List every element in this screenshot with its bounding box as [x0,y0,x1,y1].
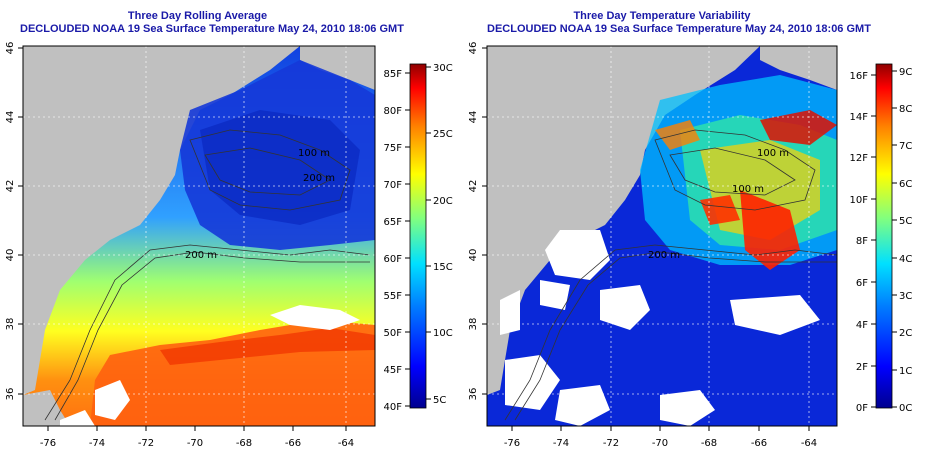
left-land [23,46,300,395]
right-contour-label-1: 100 m [757,148,789,159]
left-grid [23,46,375,426]
right-lon-tick: -66 [751,438,767,449]
right-cb-f-tick: 8F [856,236,868,247]
right-contour-label-2: 200 m [648,250,680,261]
left-lon-tick: -70 [187,438,203,449]
right-cb-c-tick: 2C [899,328,912,339]
left-lat-tick: 46 [5,42,16,55]
left-cb-f-tick: 60F [384,254,403,265]
right-title-line2: DECLOUDED NOAA 19 Sea Surface Temperatur… [487,23,871,35]
left-lon-tick: -64 [338,438,354,449]
left-cb-f-tick: 50F [384,328,403,339]
left-lat-tick: 36 [5,388,16,401]
left-map-frame [22,45,376,427]
right-grid [487,46,837,426]
left-land-northeast [300,46,375,90]
left-cb-c-tick: 15C [433,262,453,273]
left-cb-f-tick: 80F [384,106,403,117]
right-cb-c-tick: 9C [899,67,912,78]
left-cb-c-tick: 10C [433,328,453,339]
left-contour-label-2: 200 m [185,250,217,261]
right-lat-tick: 38 [468,318,479,331]
left-cb-f-tick: 70F [384,180,403,191]
right-cb-c-tick: 6C [899,179,912,190]
left-lat-tick: 40 [5,249,16,262]
left-cb-c-tick: 20C [433,196,453,207]
right-map-frame [486,45,838,427]
right-cb-f-tick: 6F [856,278,868,289]
left-lon-tick: -66 [285,438,301,449]
left-cb-f-tick: 85F [384,69,403,80]
left-lat-tick: 38 [5,318,16,331]
left-land-south [23,390,70,426]
left-cb-c-tick: 5C [433,395,446,406]
right-cb-f-tick: 10F [850,195,869,206]
right-cb-f-tick: 16F [850,71,869,82]
right-contours [504,129,837,421]
left-cb-f-tick: 65F [384,217,403,228]
left-cb-f-tick: 45F [384,365,403,376]
right-lat-tick: 36 [468,388,479,401]
right-lon-tick: -72 [603,438,619,449]
right-cb-c-tick: 1C [899,366,912,377]
left-cb-f-tick: 40F [384,402,403,413]
right-title-line1: Three Day Temperature Variability [573,10,751,22]
right-cb-f-tick: 4F [856,320,868,331]
right-lat-tick: 46 [468,42,479,55]
left-cb-c-tick: 25C [433,129,453,140]
left-contours [44,129,371,421]
left-lon-tick: -72 [138,438,154,449]
left-lat-axis: 46 44 42 40 38 36 [5,42,23,401]
right-lon-axis: -76 -74 -72 -70 -68 -66 -64 [504,426,817,449]
right-cb-f-tick: 2F [856,362,868,373]
right-land [487,46,760,395]
left-contour-label-1: 100 m [298,148,330,159]
right-lat-axis: 46 44 42 40 38 36 [468,42,487,401]
left-cb-c-tick: 30C [433,63,453,74]
left-title-line2: DECLOUDED NOAA 19 Sea Surface Temperatur… [20,23,404,35]
right-cb-f-tick: 14F [850,112,869,123]
left-lat-tick: 44 [5,111,16,124]
left-title-line1: Three Day Rolling Average [127,10,268,22]
right-land-northeast [760,46,837,90]
right-cb-c-tick: 4C [899,254,912,265]
right-lon-tick: -74 [553,438,569,449]
right-cb-f-tick: 12F [850,153,869,164]
right-lon-tick: -64 [801,438,817,449]
left-map [23,46,375,426]
left-lat-tick: 42 [5,180,16,193]
right-lat-tick: 40 [468,249,479,262]
right-lon-tick: -76 [504,438,520,449]
right-cb-f-tick: 0F [856,403,868,414]
left-cb-f-tick: 75F [384,143,403,154]
left-contour-label-3: 200 m [303,173,335,184]
right-lon-tick: -70 [652,438,668,449]
right-cb-c-tick: 8C [899,104,912,115]
right-cb-c-tick: 3C [899,291,912,302]
left-lon-tick: -68 [236,438,252,449]
left-lon-axis: -76 -74 -72 -70 -68 -66 -64 [40,426,354,449]
left-lon-tick: -74 [89,438,105,449]
right-cb-c-tick: 5C [899,216,912,227]
right-map [487,46,837,426]
right-cb-c-tick: 0C [899,403,912,414]
right-colorbar: 16F 14F 12F 10F 8F 6F 4F 2F 0F 9C 8C 7C … [850,63,912,414]
left-lon-tick: -76 [40,438,56,449]
right-lat-tick: 42 [468,180,479,193]
left-cb-f-tick: 55F [384,291,403,302]
right-lat-tick: 44 [468,111,479,124]
right-lon-tick: -68 [701,438,717,449]
left-colorbar: 85F 80F 75F 70F 65F 60F 55F 50F 45F 40F … [384,63,453,413]
right-contour-label-3: 100 m [732,184,764,195]
right-cb-c-tick: 7C [899,141,912,152]
